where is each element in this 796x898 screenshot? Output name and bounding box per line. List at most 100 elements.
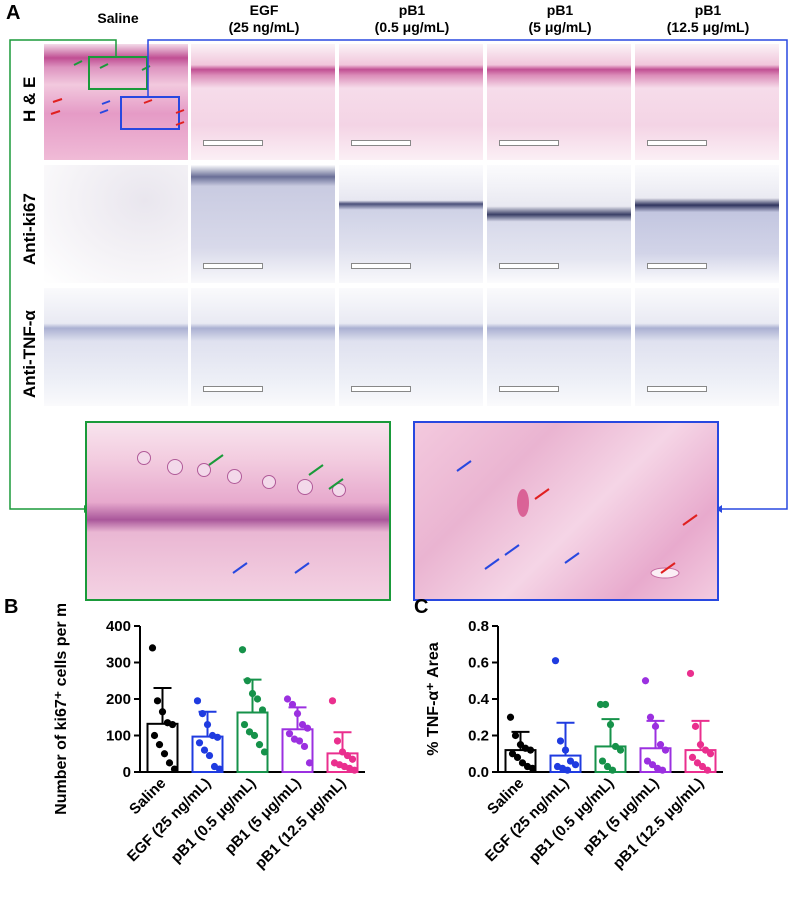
data-point	[258, 706, 267, 714]
green-arrow	[73, 60, 83, 66]
data-point	[305, 759, 314, 767]
data-point	[213, 733, 222, 741]
scale-bar	[499, 263, 559, 269]
data-point	[598, 757, 607, 765]
data-point	[646, 713, 655, 721]
column-header-egf: EGF (25 ng/mL)	[190, 2, 338, 36]
column-header-pb1-05: pB1 (0.5 μg/mL)	[338, 2, 486, 36]
scale-bar	[499, 386, 559, 392]
blue-arrow	[504, 544, 520, 556]
y-tick-label: 100	[106, 728, 131, 745]
micrograph-ki67-pb1-5	[487, 165, 631, 283]
data-point	[148, 644, 157, 652]
data-point	[651, 722, 660, 730]
blue-arrow	[456, 460, 472, 472]
data-point	[561, 746, 570, 754]
scale-bar	[203, 263, 263, 269]
data-point	[691, 722, 700, 730]
column-header-pb1-5: pB1 (5 μg/mL)	[486, 2, 634, 36]
saline-he-arrows	[50, 60, 185, 126]
vacuolated-cell	[197, 463, 211, 477]
data-point	[518, 759, 527, 767]
green-inset-box	[88, 56, 148, 90]
scale-bar	[647, 386, 707, 392]
vacuolated-cell	[227, 469, 242, 484]
scale-bar	[647, 140, 707, 146]
data-point	[601, 700, 610, 709]
data-point	[603, 762, 612, 771]
data-point	[338, 748, 347, 756]
y-tick-label: 0.8	[468, 618, 489, 635]
data-point	[168, 720, 177, 729]
blue-connector	[147, 39, 788, 510]
y-tick-label: 0	[123, 764, 131, 781]
micrograph-ki67-egf	[191, 165, 335, 283]
data-point	[285, 730, 294, 738]
y-tick-label: 0.0	[468, 764, 489, 781]
data-point	[616, 746, 625, 754]
blue-arrow	[99, 109, 109, 114]
vacuolated-cell	[137, 451, 151, 465]
data-point	[643, 757, 652, 765]
y-tick-label: 0.6	[468, 655, 489, 672]
data-point	[556, 737, 565, 745]
data-point	[648, 761, 657, 769]
data-point	[608, 766, 617, 774]
data-point	[350, 766, 359, 774]
green-connector	[9, 39, 117, 510]
data-point	[513, 753, 522, 761]
vacuolated-cell	[167, 459, 183, 475]
data-point	[686, 669, 695, 678]
data-point	[240, 720, 249, 729]
micrograph-tnf-egf	[191, 288, 335, 406]
data-point	[215, 765, 224, 773]
red-arrow	[52, 98, 63, 103]
data-point	[170, 765, 179, 773]
blue-arrow	[484, 558, 500, 570]
bar	[146, 722, 179, 773]
data-point	[248, 689, 257, 698]
data-point	[160, 750, 169, 758]
data-point	[293, 710, 302, 718]
y-tick-label: 300	[106, 655, 131, 672]
micrograph-ki67-pb1-125	[635, 165, 779, 283]
zoom-arrows-green	[208, 454, 344, 574]
red-arrow	[143, 99, 153, 104]
category-label: Saline	[126, 775, 169, 818]
red-arrow	[50, 110, 61, 115]
data-point	[641, 677, 650, 685]
micrograph-he-egf	[191, 44, 335, 160]
micrograph-he-pb1-5	[487, 44, 631, 160]
data-point	[611, 742, 620, 751]
data-point	[693, 759, 702, 767]
green-zoom-inset	[85, 421, 391, 601]
data-point	[551, 657, 560, 665]
data-point	[300, 742, 309, 751]
data-point	[508, 750, 517, 758]
column-header-line: Saline	[97, 10, 139, 26]
data-point	[563, 766, 572, 774]
column-header-line: (12.5 μg/mL)	[666, 19, 750, 35]
scale-bar	[351, 263, 411, 269]
blue-zoom-inset	[413, 421, 719, 601]
data-point	[200, 746, 209, 754]
data-point	[283, 695, 292, 703]
vacuolated-cell	[297, 479, 313, 495]
data-point	[158, 708, 167, 716]
data-point	[698, 762, 707, 771]
data-point	[506, 713, 515, 721]
data-point	[253, 695, 262, 703]
y-tick-label: 400	[106, 618, 131, 635]
data-point	[195, 739, 204, 747]
micrograph-tnf-pb1-125	[635, 288, 779, 406]
column-header-line: (25 ng/mL)	[228, 19, 300, 35]
scale-bar	[499, 140, 559, 146]
red-arrow	[660, 562, 676, 574]
data-point	[198, 710, 207, 718]
data-point	[243, 677, 252, 685]
data-point	[288, 700, 297, 709]
data-point	[260, 748, 269, 756]
column-header-saline: Saline	[44, 10, 192, 27]
data-point	[203, 720, 212, 729]
column-header-line: (0.5 μg/mL)	[374, 19, 450, 35]
